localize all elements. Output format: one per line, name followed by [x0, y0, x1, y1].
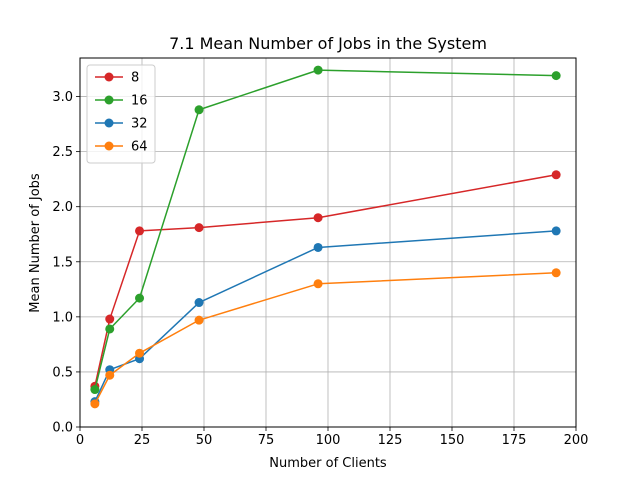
data-point — [313, 242, 323, 252]
legend-swatch-marker — [104, 72, 114, 82]
legend-label: 64 — [131, 140, 148, 155]
y-axis-label: Mean Number of Jobs — [28, 173, 43, 313]
x-tick-label: 150 — [440, 433, 465, 448]
x-tick-label: 175 — [502, 433, 527, 448]
legend-label: 8 — [131, 71, 139, 86]
legend-item-16: 16 — [95, 94, 148, 109]
x-axis: 0 25 50 75 100 125 150 175 200 — [76, 427, 589, 448]
data-point — [90, 385, 100, 395]
data-point — [90, 399, 100, 409]
y-axis: 0.0 0.5 1.0 1.5 2.0 2.5 3.0 — [52, 90, 80, 436]
legend-swatch-marker — [104, 118, 114, 128]
data-point — [194, 223, 204, 233]
data-point — [313, 65, 323, 75]
x-tick-label: 200 — [564, 433, 589, 448]
data-point — [551, 71, 561, 81]
data-point — [105, 324, 115, 334]
legend-swatch-marker — [104, 95, 114, 105]
y-tick-label: 0.0 — [52, 421, 73, 436]
x-axis-label: Number of Clients — [269, 456, 387, 471]
legend-item-64: 64 — [95, 140, 148, 155]
data-point — [313, 279, 323, 289]
x-tick-label: 125 — [378, 433, 403, 448]
x-tick-label: 100 — [316, 433, 341, 448]
legend-swatch-marker — [104, 141, 114, 151]
data-point — [194, 298, 204, 308]
legend: 8 16 32 64 — [86, 64, 156, 164]
y-tick-label: 1.5 — [52, 255, 73, 270]
legend-frame — [86, 64, 156, 164]
legend-item-32: 32 — [95, 117, 148, 132]
series-line — [94, 69, 557, 390]
legend-label: 16 — [131, 94, 148, 109]
y-tick-label: 3.0 — [52, 90, 73, 105]
legend-item-8: 8 — [95, 71, 139, 86]
data-point — [194, 315, 204, 325]
x-tick-label: 0 — [76, 433, 84, 448]
x-tick-label: 50 — [196, 433, 213, 448]
x-tick-label: 25 — [134, 433, 151, 448]
y-tick-label: 1.0 — [52, 310, 73, 325]
series-layer — [90, 65, 561, 409]
data-point — [551, 226, 561, 236]
data-point — [135, 348, 145, 358]
data-point — [551, 170, 561, 180]
data-point — [194, 105, 204, 115]
data-point — [135, 293, 145, 303]
y-tick-label: 0.5 — [52, 365, 73, 380]
data-point — [105, 370, 115, 380]
y-tick-label: 2.5 — [52, 145, 73, 160]
x-tick-label: 75 — [258, 433, 275, 448]
data-point — [313, 213, 323, 223]
data-point — [551, 268, 561, 278]
y-tick-label: 2.0 — [52, 200, 73, 215]
chart-title: 7.1 Mean Number of Jobs in the System — [169, 34, 487, 53]
series-line — [94, 272, 557, 405]
series-16 — [90, 65, 561, 395]
data-point — [135, 226, 145, 236]
data-point — [105, 314, 115, 324]
series-64 — [90, 268, 561, 409]
legend-label: 32 — [131, 117, 148, 132]
